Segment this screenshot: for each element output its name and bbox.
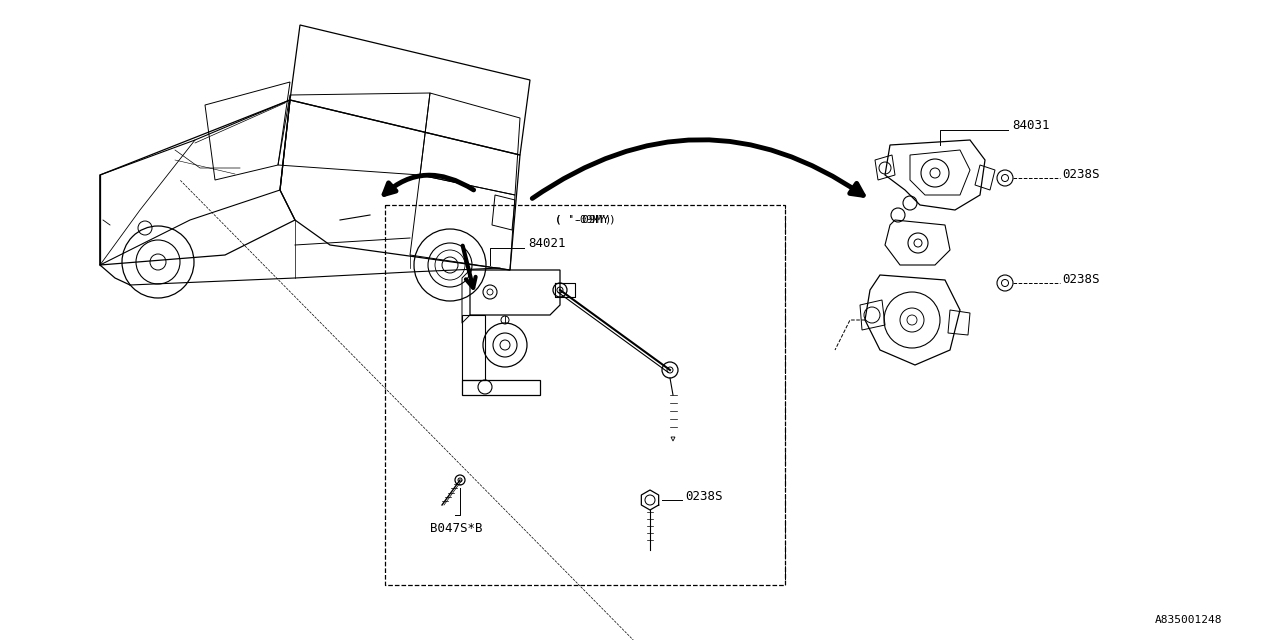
Text: 84031: 84031 <box>1012 118 1050 131</box>
Text: ( '-09MY): ( '-09MY) <box>556 214 616 224</box>
Text: 0238S: 0238S <box>685 490 722 502</box>
Text: B047S*B: B047S*B <box>430 522 483 534</box>
Text: A835001248: A835001248 <box>1155 615 1222 625</box>
Text: 84021: 84021 <box>529 237 566 250</box>
Text: 0238S: 0238S <box>1062 168 1100 180</box>
Text: ( '-09MY): ( '-09MY) <box>556 214 612 224</box>
Text: 0238S: 0238S <box>1062 273 1100 285</box>
Bar <box>385 205 785 585</box>
